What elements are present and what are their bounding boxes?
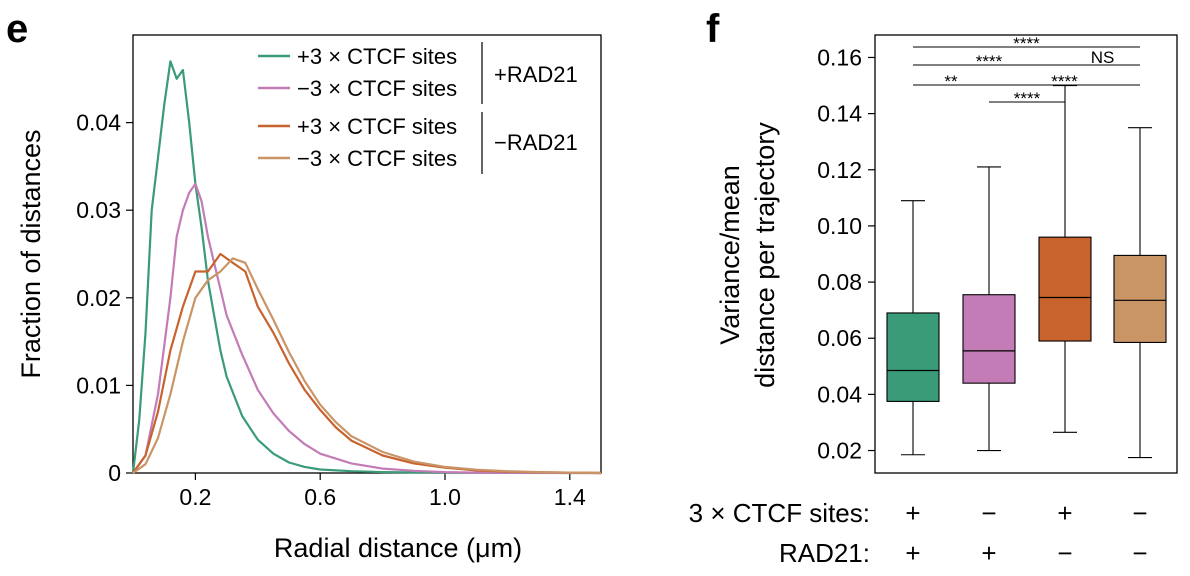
x-axis-title: Radial distance (μm) bbox=[274, 533, 522, 563]
y-axis-title-line-1: Variance/mean bbox=[715, 165, 745, 345]
box-iqr bbox=[886, 312, 940, 402]
radial-distance-chart: 0.2 0.6 1.0 1.4 0 0.01 0.02 0.03 0.04 Radial di… bbox=[16, 34, 602, 563]
sig-label: ** bbox=[944, 72, 958, 91]
y-tick-label: 0.06 bbox=[817, 325, 862, 351]
rad21-value: + bbox=[905, 538, 920, 568]
y-axis-title-line-2: distance per trajectory bbox=[750, 122, 780, 388]
ctcf-value: + bbox=[1057, 498, 1072, 528]
ctcf-value: − bbox=[981, 498, 996, 528]
sig-label: **** bbox=[1014, 89, 1041, 108]
box-3 bbox=[1038, 84, 1092, 433]
legend-group-1: +RAD21 bbox=[494, 62, 578, 87]
panel-label-e: e bbox=[6, 7, 28, 51]
rad21-value: − bbox=[1132, 538, 1147, 568]
y-axis-ticks: 0 0.01 0.02 0.03 0.04 bbox=[76, 110, 133, 486]
row-label-rad21: RAD21: bbox=[779, 538, 870, 568]
y-tick-label: 0.02 bbox=[76, 285, 121, 311]
y-tick-label: 0.04 bbox=[76, 110, 121, 136]
legend-entry-2: −3 × CTCF sites bbox=[297, 76, 457, 101]
x-tick-label: 0.2 bbox=[179, 484, 211, 510]
rad21-value: − bbox=[1057, 538, 1072, 568]
box-2 bbox=[962, 166, 1016, 452]
y-tick-label: 0.02 bbox=[817, 438, 862, 464]
x-tick-label: 0.6 bbox=[304, 484, 336, 510]
y-tick-label: 0.01 bbox=[76, 372, 121, 398]
y-axis-title: Fraction of distances bbox=[16, 129, 46, 378]
sig-label: NS bbox=[1091, 48, 1115, 67]
rad21-value: + bbox=[981, 538, 996, 568]
sig-label: **** bbox=[1051, 72, 1078, 91]
series-lines bbox=[131, 60, 602, 475]
box-series bbox=[886, 84, 1167, 459]
series-line-2 bbox=[132, 182, 602, 475]
sig-label: **** bbox=[976, 52, 1003, 71]
category-labels: + + − + + − − − bbox=[905, 498, 1147, 568]
series-line-4 bbox=[132, 257, 602, 475]
y-tick-label: 0.16 bbox=[817, 44, 862, 70]
row-label-ctcf: 3 × CTCF sites: bbox=[689, 498, 870, 528]
box-iqr bbox=[1038, 236, 1092, 342]
y-tick-label: 0.04 bbox=[817, 381, 862, 407]
x-axis-ticks: 0.2 0.6 1.0 1.4 bbox=[179, 473, 586, 510]
box-1 bbox=[886, 200, 940, 456]
x-tick-label: 1.4 bbox=[554, 484, 586, 510]
ctcf-value: − bbox=[1132, 498, 1147, 528]
legend-entry-4: −3 × CTCF sites bbox=[297, 146, 457, 171]
y-tick-label: 0 bbox=[108, 460, 121, 486]
box-iqr bbox=[1113, 254, 1167, 343]
series-line-1 bbox=[131, 60, 602, 475]
y-tick-label: 0.14 bbox=[817, 101, 862, 127]
ctcf-value: + bbox=[905, 498, 920, 528]
box-4 bbox=[1113, 127, 1167, 459]
y-tick-label: 0.08 bbox=[817, 269, 862, 295]
plot-frame bbox=[874, 34, 1178, 474]
y-axis-ticks: 0.02 0.04 0.06 0.08 0.10 0.12 0.14 0.16 bbox=[817, 44, 875, 464]
legend-entry-1: +3 × CTCF sites bbox=[297, 44, 457, 69]
legend-group-2: −RAD21 bbox=[494, 130, 578, 155]
significance-brackets: ******** NS** ******** bbox=[913, 34, 1140, 108]
y-tick-label: 0.03 bbox=[76, 197, 121, 223]
legend-entry-3: +3 × CTCF sites bbox=[297, 114, 457, 139]
x-tick-label: 1.0 bbox=[429, 484, 461, 510]
panel-label-f: f bbox=[706, 7, 720, 51]
variance-boxplot: 0.020.040.060.080.100.120.140.16 *******… bbox=[689, 34, 1178, 568]
y-tick-label: 0.12 bbox=[817, 157, 862, 183]
sig-label: **** bbox=[1013, 34, 1040, 53]
plot-frame bbox=[132, 34, 602, 474]
legend: +3 × CTCF sites −3 × CTCF sites +RAD21 +… bbox=[258, 42, 578, 174]
box-iqr bbox=[962, 294, 1016, 384]
y-tick-label: 0.10 bbox=[817, 213, 862, 239]
